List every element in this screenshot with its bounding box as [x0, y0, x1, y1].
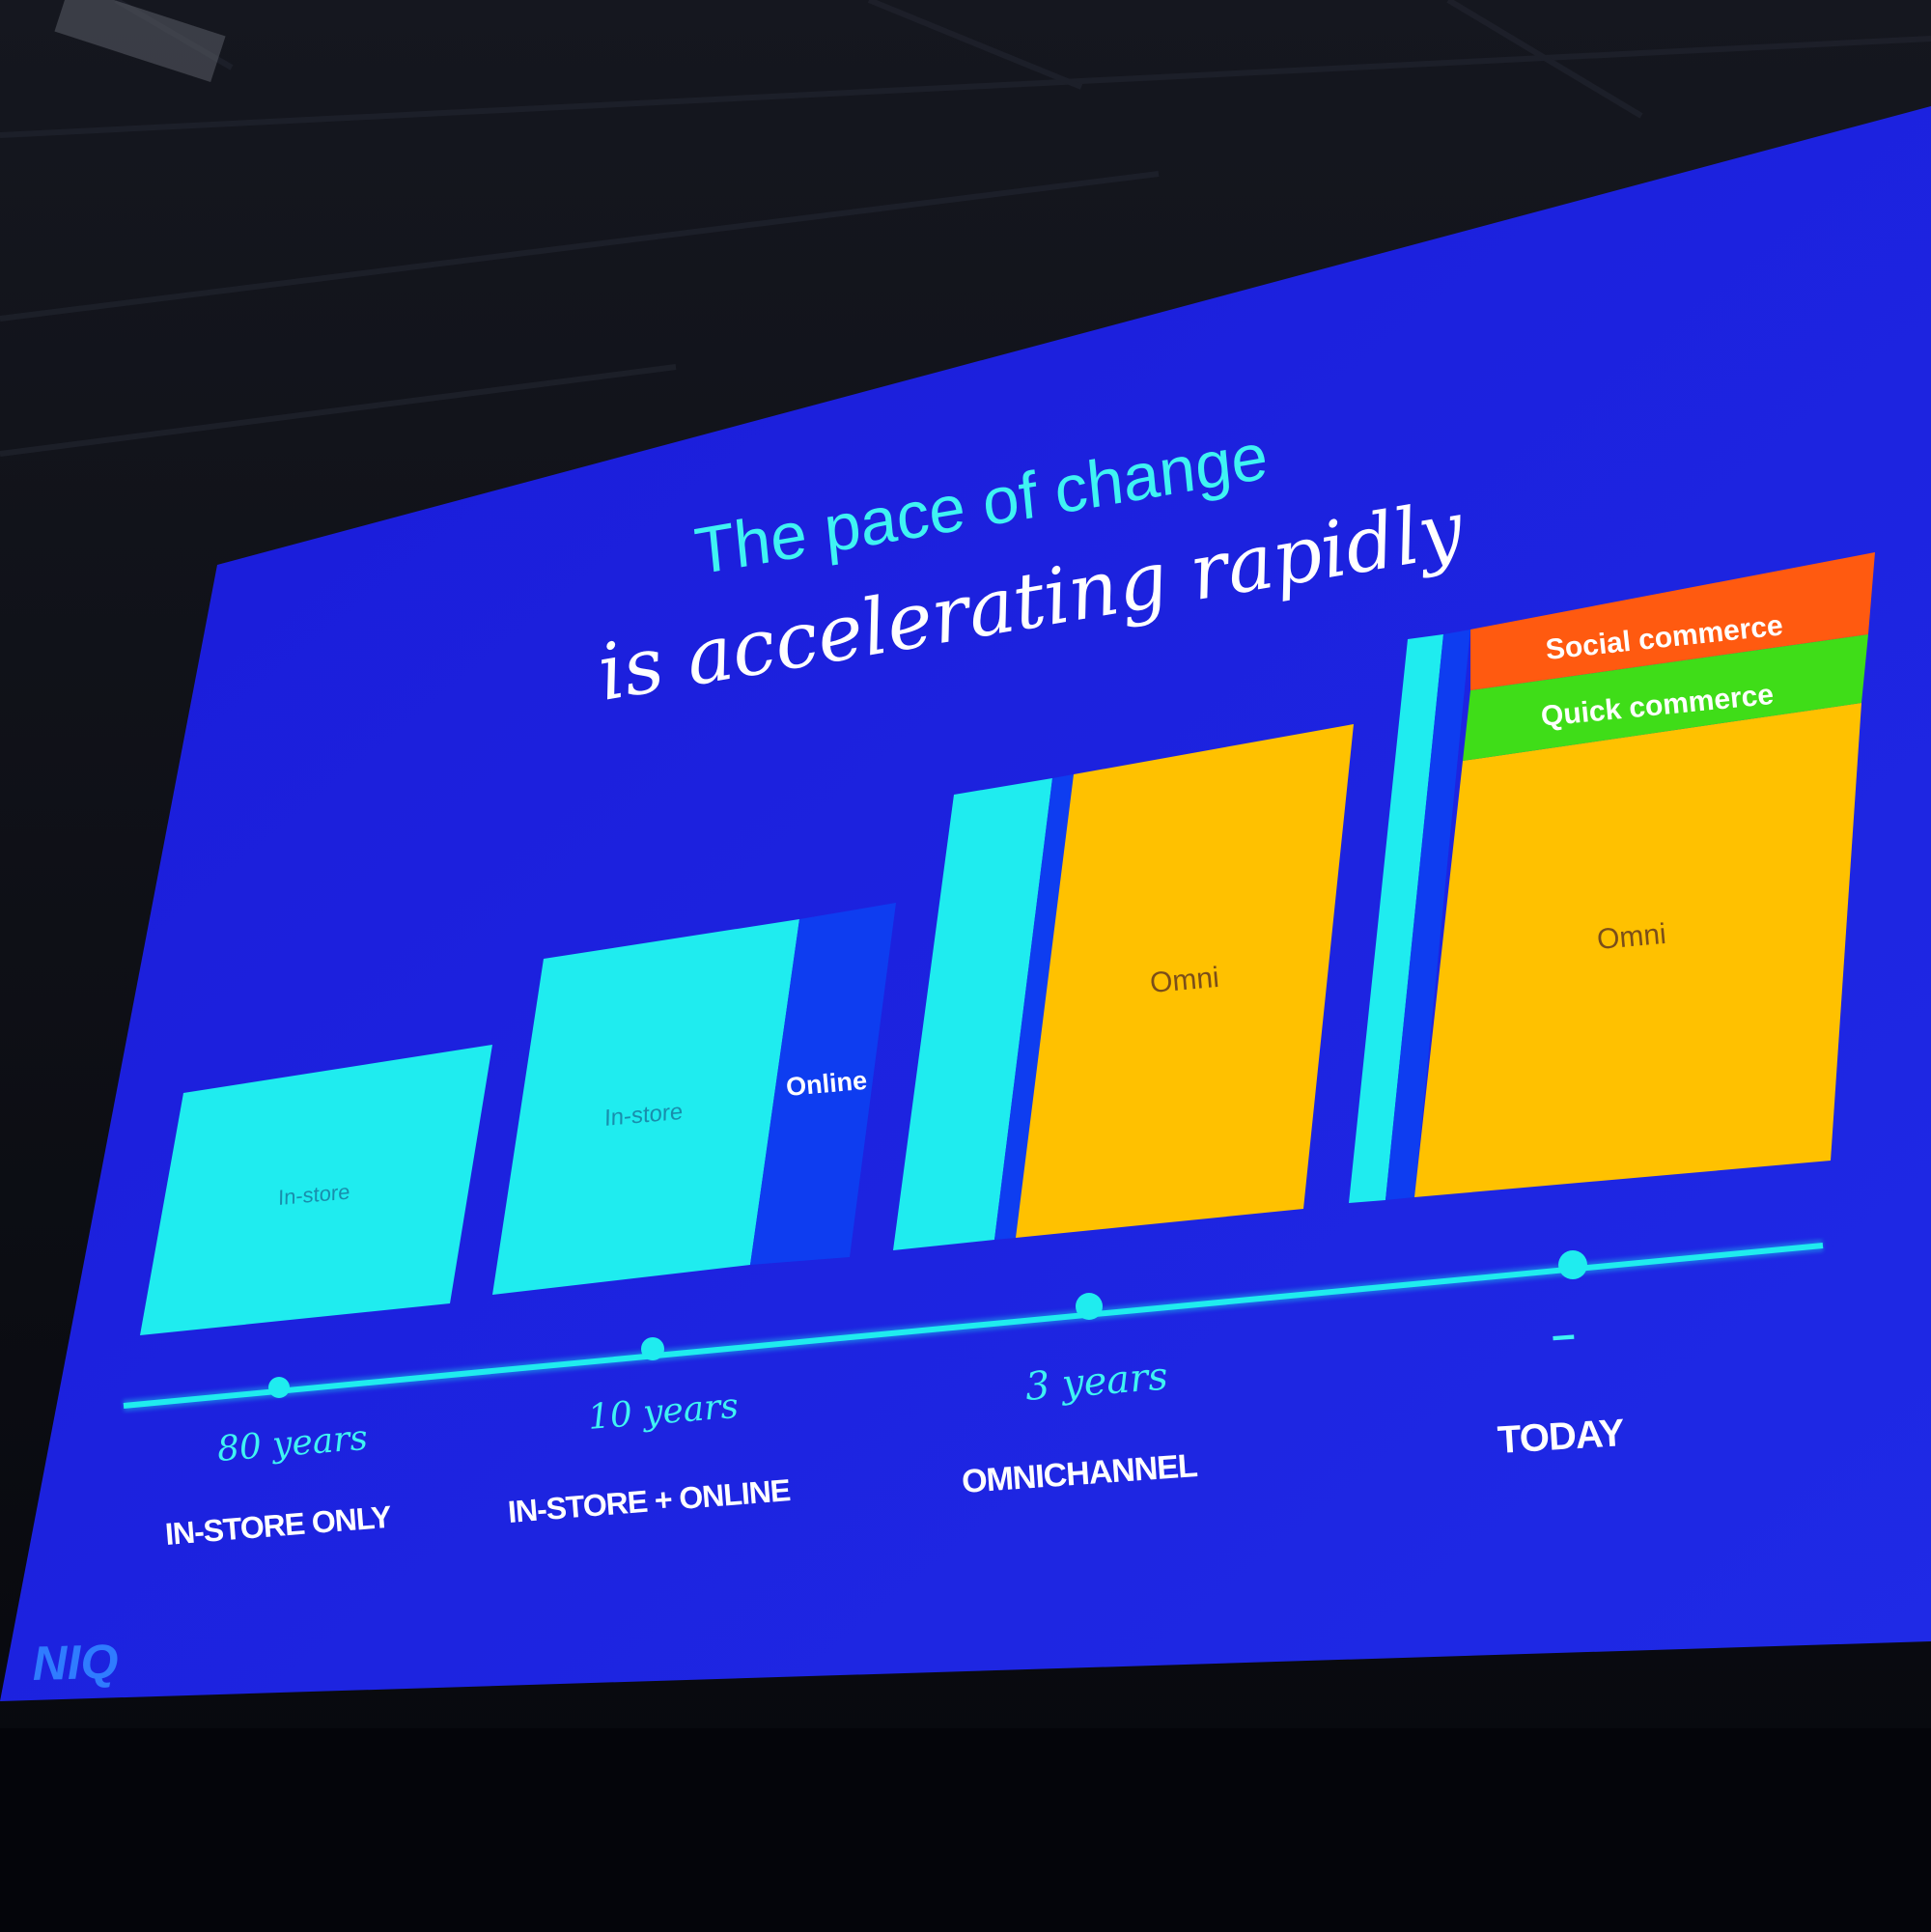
segment-omni — [1016, 724, 1354, 1238]
timeline-dot — [1076, 1293, 1103, 1320]
timeline-dot — [1558, 1250, 1587, 1279]
segment-online — [1385, 630, 1470, 1200]
segment-social-commerce — [1470, 552, 1875, 690]
segment-label: Omni — [1149, 962, 1220, 999]
segment-quick-commerce — [1463, 634, 1868, 761]
segment-in-store — [492, 919, 799, 1295]
stage-2-bar: In-store Online — [492, 903, 896, 1295]
segment-in-store — [1349, 634, 1443, 1203]
segment-in-store — [893, 778, 1052, 1250]
segment-omni — [1414, 703, 1861, 1197]
stage-duration: – — [1550, 1310, 1577, 1359]
niq-logo: NIQ — [32, 1635, 119, 1691]
stage-3-bar: Omni — [893, 724, 1354, 1250]
timeline-dot — [268, 1377, 290, 1398]
lower-darkness — [0, 1728, 1931, 1932]
timeline-line — [123, 1243, 1824, 1409]
stage-label: TODAY — [1497, 1412, 1626, 1462]
ceiling-light — [54, 0, 226, 83]
segment-online — [750, 903, 896, 1265]
stage-1-bar: In-store — [140, 1045, 492, 1335]
segment-online — [994, 774, 1074, 1240]
segment-label: Online — [785, 1066, 868, 1102]
segment-in-store — [140, 1045, 492, 1335]
stage-4-bar: Omni Quick commerce Social commerce — [1349, 552, 1875, 1203]
timeline — [123, 1240, 1824, 1412]
segment-label: Omni — [1596, 918, 1667, 956]
timeline-dot — [641, 1337, 664, 1360]
